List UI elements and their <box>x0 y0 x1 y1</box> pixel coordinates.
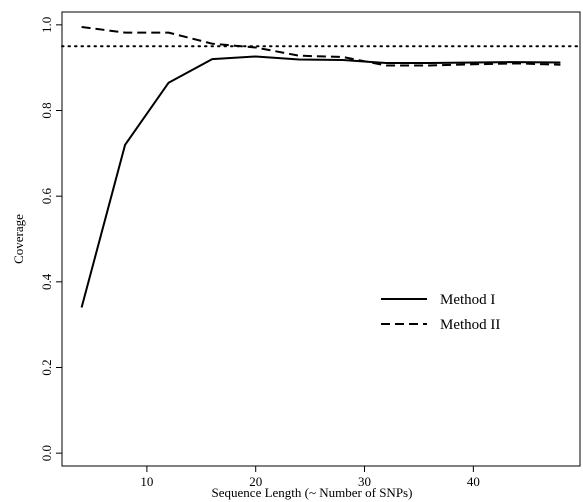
y-tick-label: 0.0 <box>39 445 54 461</box>
x-tick-label: 20 <box>249 474 262 489</box>
x-tick-label: 30 <box>358 474 371 489</box>
legend-label: Method II <box>440 317 500 333</box>
y-tick-label: 1.0 <box>39 17 54 33</box>
plot-frame <box>61 11 581 467</box>
y-tick-label: 0.4 <box>39 273 54 290</box>
y-axis: 0.0 0.2 0.4 0.6 0.8 1.0 <box>39 17 62 461</box>
series-line-method-2 <box>81 26 561 67</box>
y-axis-label: Coverage <box>11 214 26 264</box>
x-axis-label: Sequence Length (~ Number of SNPs) <box>212 485 413 500</box>
series-line-method-1 <box>80 55 561 308</box>
legend-label: Method I <box>440 292 495 308</box>
series-layer <box>80 26 561 308</box>
legend: Method I Method II <box>381 292 500 333</box>
x-tick-label: 10 <box>140 474 153 489</box>
y-tick-label: 0.2 <box>39 359 54 375</box>
x-tick-label: 40 <box>467 474 480 489</box>
y-tick-label: 0.6 <box>39 188 54 205</box>
x-axis: 10 20 30 40 <box>140 466 480 489</box>
y-tick-label: 0.8 <box>39 102 54 118</box>
